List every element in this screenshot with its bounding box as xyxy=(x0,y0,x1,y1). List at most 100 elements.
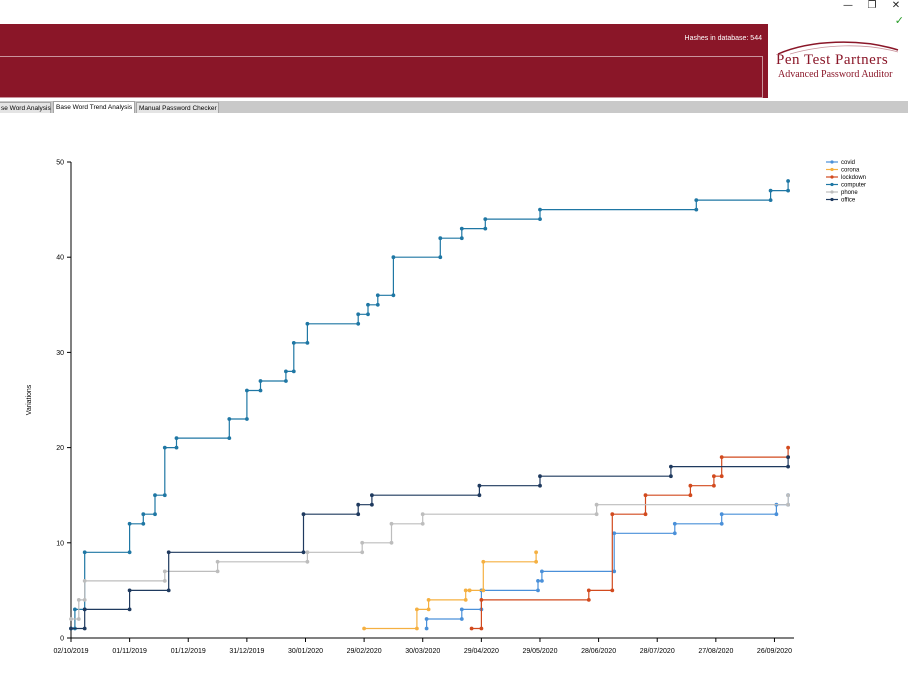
data-point-computer xyxy=(391,293,396,298)
legend-marker-phone xyxy=(830,190,834,194)
series-line-office xyxy=(71,457,789,630)
x-tick-label: 29/05/2020 xyxy=(522,648,557,655)
x-tick-label: 26/09/2020 xyxy=(757,648,792,655)
data-point-office xyxy=(538,474,542,479)
tab-base-word-analysis[interactable]: se Word Analysis xyxy=(0,102,51,113)
data-point-computer xyxy=(305,321,310,326)
legend-label-corona: corona xyxy=(841,168,860,174)
series-line-covid xyxy=(426,495,789,629)
data-point-lockdown xyxy=(688,483,693,488)
close-button[interactable]: ✕ xyxy=(891,0,901,11)
data-point-corona xyxy=(463,588,468,593)
legend-label-computer: computer xyxy=(841,183,866,189)
header-banner: Hashes in database: 544 xyxy=(0,24,768,98)
data-point-office xyxy=(669,474,673,479)
data-point-phone xyxy=(305,550,310,555)
data-point-office xyxy=(477,493,482,498)
data-point-corona xyxy=(481,559,486,564)
minimize-button[interactable]: — xyxy=(843,0,853,11)
x-tick-label: 29/02/2020 xyxy=(347,648,382,655)
data-point-lockdown xyxy=(786,445,790,450)
data-point-computer xyxy=(82,550,87,555)
window-controls: — ❐ ✕ xyxy=(836,0,908,14)
data-point-covid xyxy=(536,579,540,583)
data-point-computer xyxy=(356,321,361,326)
data-point-computer xyxy=(356,312,361,317)
legend-marker-computer xyxy=(830,182,834,187)
data-point-phone xyxy=(69,617,73,621)
data-point-computer xyxy=(258,379,263,383)
data-point-office xyxy=(166,550,171,555)
x-tick-label: 29/04/2020 xyxy=(464,648,499,655)
x-tick-label: 01/12/2019 xyxy=(171,648,206,655)
data-point-computer xyxy=(291,369,296,374)
data-point-computer xyxy=(483,217,488,221)
restore-button[interactable]: ❐ xyxy=(867,0,877,11)
data-point-office xyxy=(82,626,87,631)
data-point-office xyxy=(301,550,306,555)
series-office xyxy=(69,455,790,631)
data-point-lockdown xyxy=(719,474,724,479)
data-point-computer xyxy=(366,312,370,317)
data-point-phone xyxy=(162,579,167,583)
data-point-office xyxy=(786,455,790,459)
tab-bar: se Word Analysis Base Word Trend Analysi… xyxy=(0,101,908,113)
data-point-computer xyxy=(153,493,157,498)
data-point-office xyxy=(127,588,132,593)
data-point-office xyxy=(786,464,790,469)
data-point-computer xyxy=(127,550,132,555)
y-tick-label: 50 xyxy=(56,160,64,167)
data-point-lockdown xyxy=(719,455,724,459)
status-check-icon: ✓ xyxy=(894,14,904,27)
trend-chart: 0 10 20 30 40 50 02/10/2019 01/11/2019 01/12/201… xyxy=(26,160,866,656)
series-corona xyxy=(362,550,538,631)
legend-marker-covid xyxy=(830,160,834,164)
data-point-computer xyxy=(227,417,232,421)
tab-manual-password-checker[interactable]: Manual Password Checker xyxy=(136,102,219,113)
data-point-corona xyxy=(362,626,366,631)
data-point-covid xyxy=(719,512,724,517)
data-point-computer xyxy=(174,436,179,440)
data-point-office xyxy=(370,502,374,507)
data-point-corona xyxy=(463,598,468,602)
y-tick-label: 20 xyxy=(56,445,64,452)
data-point-phone xyxy=(786,502,790,507)
data-point-computer xyxy=(245,388,249,393)
data-point-phone xyxy=(594,512,599,517)
data-point-computer xyxy=(245,417,249,421)
data-point-computer xyxy=(786,188,790,193)
data-point-phone xyxy=(786,493,790,498)
data-point-computer xyxy=(438,236,443,241)
data-point-computer xyxy=(694,207,699,212)
data-point-office xyxy=(370,493,374,498)
data-point-phone xyxy=(420,512,425,517)
data-point-computer xyxy=(153,512,157,517)
banner-panel xyxy=(0,56,763,98)
data-point-computer xyxy=(305,341,310,345)
series-computer xyxy=(69,179,790,631)
data-point-computer xyxy=(162,493,167,498)
data-point-phone xyxy=(215,569,220,574)
data-point-phone xyxy=(215,559,220,564)
data-point-corona xyxy=(415,626,419,631)
series-lockdown xyxy=(469,445,790,631)
data-point-lockdown xyxy=(586,588,591,593)
data-point-computer xyxy=(162,445,167,450)
data-point-phone xyxy=(389,521,394,526)
data-point-phone xyxy=(420,521,425,526)
tab-base-word-trend-analysis[interactable]: Base Word Trend Analysis xyxy=(53,101,135,113)
data-point-phone xyxy=(360,550,365,555)
y-tick-label: 10 xyxy=(56,540,64,547)
data-point-office xyxy=(82,607,87,612)
legend-label-covid: covid xyxy=(841,160,855,166)
data-point-lockdown xyxy=(643,512,648,517)
logo-swoosh-icon xyxy=(777,41,899,55)
data-point-computer xyxy=(538,217,542,221)
data-point-corona xyxy=(467,588,472,593)
data-point-covid xyxy=(612,569,617,574)
data-point-computer xyxy=(73,607,77,612)
data-point-phone xyxy=(162,569,167,574)
data-point-phone xyxy=(76,617,81,621)
data-point-lockdown xyxy=(586,598,591,602)
data-point-corona xyxy=(426,607,431,612)
